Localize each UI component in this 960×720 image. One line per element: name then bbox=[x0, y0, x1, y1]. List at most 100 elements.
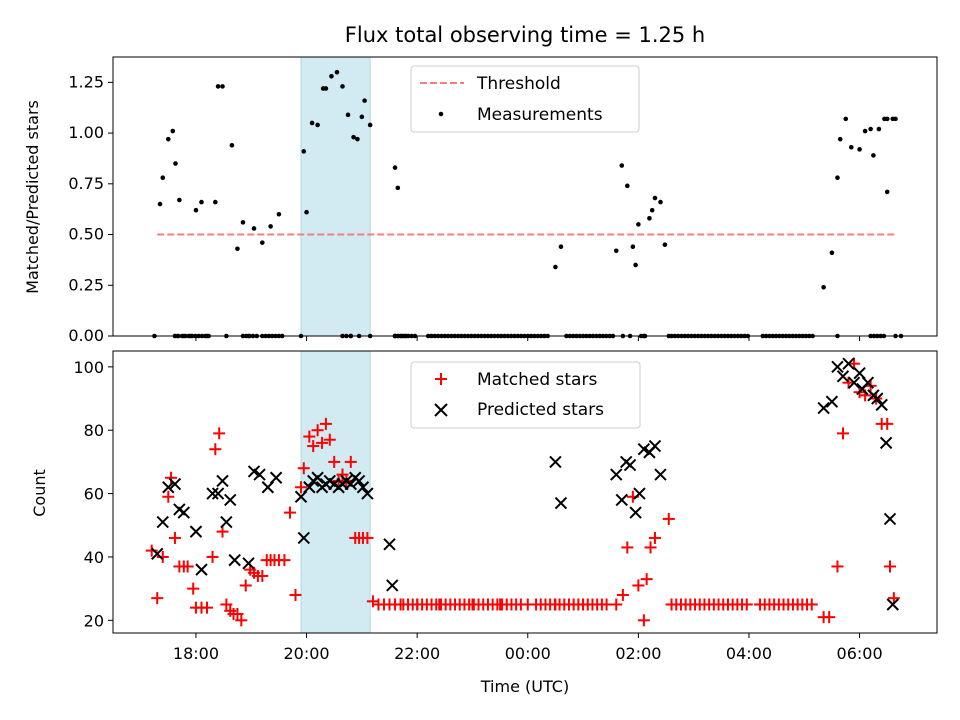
measurement-point bbox=[157, 201, 163, 207]
matched-star-point bbox=[549, 598, 562, 611]
matched-star-point bbox=[283, 506, 296, 519]
measurement-point bbox=[633, 262, 638, 268]
top-y-ticks: 0.00 0.25 0.50 0.75 1.00 1.25 bbox=[68, 72, 113, 345]
bottom-y-tick-label: 80 bbox=[84, 421, 104, 440]
top-y-tick-label: 0.00 bbox=[68, 326, 104, 345]
measurement-point bbox=[309, 120, 315, 126]
measurement-point bbox=[276, 211, 282, 217]
measurement-point bbox=[199, 199, 204, 205]
matched-star-point bbox=[201, 601, 214, 614]
predicted-star-point bbox=[177, 506, 190, 519]
matched-star-point bbox=[648, 531, 661, 544]
predicted-star-point bbox=[352, 474, 366, 488]
measurement-point bbox=[166, 136, 171, 142]
matched-star-point bbox=[848, 357, 861, 370]
measurement-point bbox=[359, 114, 365, 120]
predicted-star-point bbox=[610, 468, 623, 481]
count-points bbox=[145, 357, 900, 627]
measurement-point bbox=[251, 226, 257, 231]
top-y-axis-label: Matched/Predicted stars bbox=[23, 100, 42, 294]
matched-star-point bbox=[805, 598, 818, 611]
predicted-star-point bbox=[211, 487, 225, 500]
measurement-point bbox=[367, 122, 373, 128]
measurement-point bbox=[392, 165, 398, 170]
matched-star-point bbox=[278, 554, 291, 567]
matched-star-point bbox=[295, 481, 308, 494]
matched-star-point bbox=[466, 598, 479, 611]
predicted-star-point bbox=[825, 395, 839, 408]
bottom-x-tick-label: 00:00 bbox=[505, 644, 551, 663]
measurement-point bbox=[619, 163, 625, 168]
top-y-tick-label: 0.50 bbox=[68, 225, 104, 244]
top-shaded-span bbox=[300, 56, 371, 337]
bottom-x-tick-label: 02:00 bbox=[615, 644, 661, 663]
measurement-point bbox=[862, 128, 868, 134]
predicted-star-point bbox=[156, 515, 169, 529]
predicted-star-point bbox=[168, 477, 182, 491]
matched-star-point bbox=[842, 376, 855, 389]
bottom-x-tick-label: 04:00 bbox=[726, 644, 772, 663]
measurement-point bbox=[890, 116, 896, 122]
predicted-star-point bbox=[356, 481, 370, 494]
bottom-legend: Matched stars Predicted stars bbox=[410, 361, 641, 429]
predicted-star-point bbox=[361, 487, 374, 500]
measurement-point bbox=[240, 220, 246, 225]
measurement-point bbox=[193, 207, 199, 213]
matched-star-point bbox=[297, 462, 310, 475]
matched-star-point bbox=[213, 427, 226, 440]
predicted-star-point bbox=[817, 401, 830, 415]
matched-star-point bbox=[883, 560, 896, 573]
measurement-point bbox=[362, 98, 367, 103]
matched-star-point bbox=[740, 598, 753, 611]
measurement-point bbox=[213, 199, 218, 205]
predicted-star-point bbox=[875, 398, 888, 412]
measurement-point bbox=[857, 147, 862, 152]
measurement-point bbox=[652, 195, 658, 201]
legend-predicted-label: Predicted stars bbox=[477, 400, 604, 420]
bottom-shaded-span bbox=[300, 350, 371, 634]
measurement-point bbox=[329, 73, 334, 79]
measurement-point bbox=[658, 199, 663, 205]
measurement-point bbox=[215, 84, 221, 89]
measurement-point bbox=[882, 116, 887, 122]
predicted-star-point bbox=[383, 538, 396, 551]
measurement-point bbox=[170, 128, 176, 134]
top-x-ticks bbox=[195, 336, 861, 341]
predicted-star-point bbox=[623, 458, 637, 472]
predicted-star-point bbox=[842, 357, 855, 370]
matched-star-point bbox=[151, 592, 164, 605]
measurement-point bbox=[268, 224, 273, 229]
legend-matched-label: Matched stars bbox=[477, 370, 597, 390]
matched-star-point bbox=[220, 598, 233, 611]
measurement-point bbox=[884, 189, 890, 195]
matched-star-point bbox=[256, 569, 269, 582]
predicted-star-point bbox=[554, 496, 568, 510]
measurement-point bbox=[323, 86, 329, 91]
matched-star-point bbox=[881, 417, 894, 430]
measurement-point bbox=[868, 126, 873, 132]
predicted-star-point bbox=[654, 468, 667, 481]
matched-star-point bbox=[494, 598, 507, 611]
predicted-star-point bbox=[879, 436, 893, 450]
measurement-point bbox=[630, 244, 636, 250]
top-y-tick-label: 0.75 bbox=[68, 174, 104, 193]
matched-star-point bbox=[145, 544, 158, 557]
predicted-star-point bbox=[886, 598, 899, 611]
matched-star-point bbox=[187, 582, 200, 595]
measurement-point bbox=[355, 136, 360, 142]
measurement-point bbox=[662, 242, 668, 247]
measurement-point bbox=[351, 134, 356, 140]
matched-star-point bbox=[632, 579, 645, 592]
matched-star-point bbox=[181, 560, 194, 573]
predicted-star-point bbox=[311, 471, 324, 484]
measurement-point bbox=[340, 84, 345, 89]
matched-star-point bbox=[823, 611, 836, 624]
predicted-star-point bbox=[633, 487, 646, 500]
predicted-star-point bbox=[883, 512, 897, 526]
matched-star-point bbox=[206, 550, 219, 563]
top-y-tick-label: 1.25 bbox=[68, 72, 104, 91]
predicted-star-point bbox=[228, 553, 241, 567]
measurement-point bbox=[613, 248, 619, 254]
measurement-point bbox=[636, 222, 641, 227]
predicted-star-point bbox=[386, 579, 399, 592]
